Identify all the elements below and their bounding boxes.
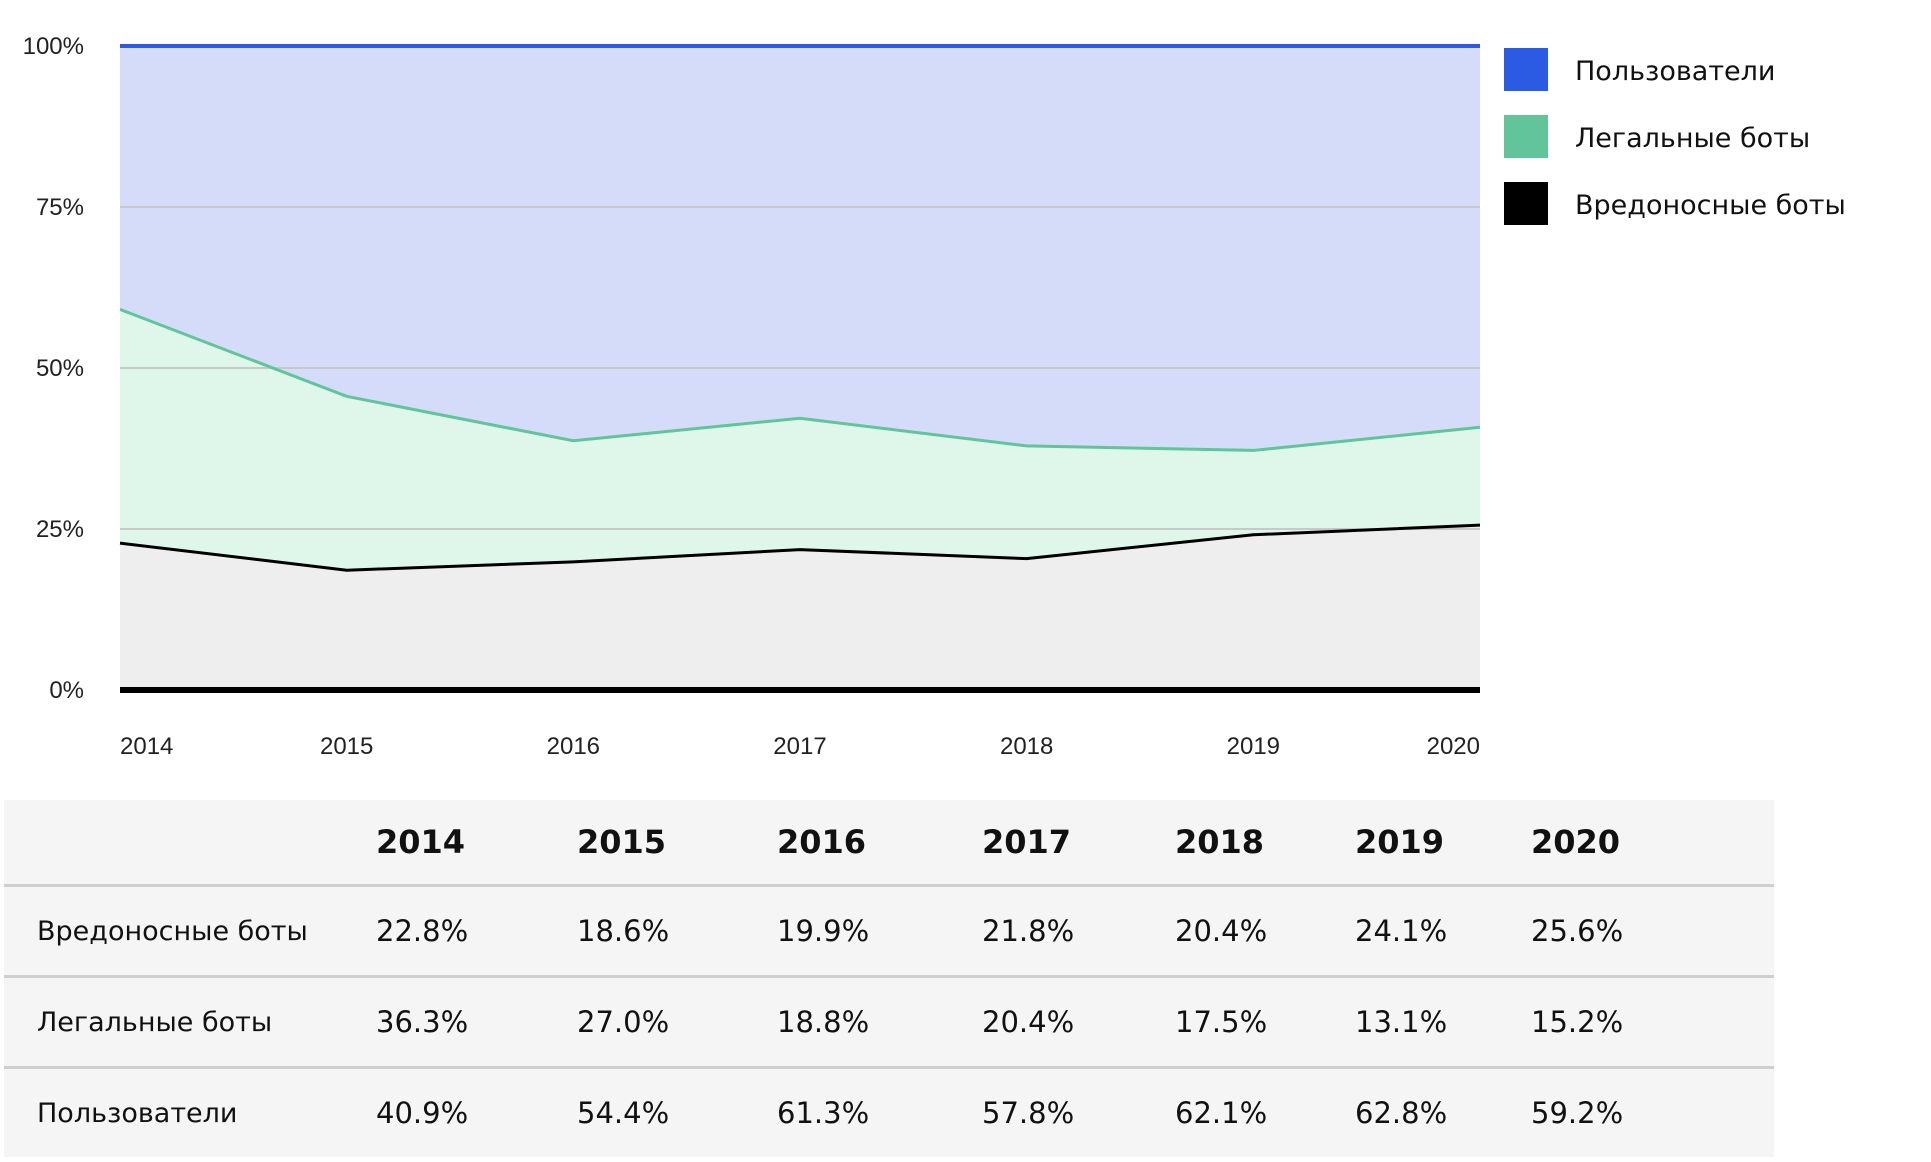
stacked-area-chart: 0% 25% 50% 75% 100% 2014 2015 2016 2017 2018 2019… xyxy=(23,33,1846,760)
table-cell: 54.4% xyxy=(577,1096,670,1130)
table-cell: 62.1% xyxy=(1175,1096,1268,1130)
table-cell: 20.4% xyxy=(1175,885,1355,978)
table-row: Легальные боты 36.3% 27.0% 18.8% 20.4% 1… xyxy=(4,976,1774,1069)
x-tick-label: 2015 xyxy=(320,733,373,760)
table-cell: 17.5% xyxy=(1175,976,1355,1069)
table-cell: 57.8% xyxy=(982,1096,1075,1130)
table-header-cell: 2017 xyxy=(982,800,1175,887)
y-tick-label: 50% xyxy=(36,355,84,382)
table-header-row: 2014 2015 2016 2017 2018 2019 2020 xyxy=(4,800,1774,887)
legend-label: Вредоносные боты xyxy=(1575,190,1846,221)
y-tick-label: 0% xyxy=(49,677,84,704)
data-table: 2014 2015 2016 2017 2018 2019 2020 Вредо… xyxy=(4,800,1774,1157)
table-cell: 62.8% xyxy=(1355,1096,1448,1130)
table-cell: 19.9% xyxy=(777,885,982,978)
table-cell: 22.8% xyxy=(376,885,577,978)
table-cell: 27.0% xyxy=(577,976,777,1069)
legend-swatch xyxy=(1504,182,1548,225)
table-cell: 13.1% xyxy=(1355,976,1531,1069)
table-cell: 18.8% xyxy=(777,976,982,1069)
table-header-cell: 2020 xyxy=(1531,800,1774,887)
row-label: Пользователи xyxy=(37,1097,238,1129)
y-tick-label: 75% xyxy=(36,194,84,221)
table-cell: 59.2% xyxy=(1531,1096,1624,1130)
table-row: Пользователи 40.9% 54.4% 61.3% 57.8% 62.… xyxy=(4,1068,1774,1158)
chart-areas xyxy=(120,46,1480,690)
table-header-cell: 2019 xyxy=(1355,800,1531,887)
legend-label: Пользователи xyxy=(1575,56,1775,87)
table-cell: 40.9% xyxy=(376,1096,469,1130)
legend-swatch xyxy=(1504,115,1548,158)
table-cell: 25.6% xyxy=(1531,885,1774,978)
legend-swatch xyxy=(1504,48,1548,91)
table-cell: 24.1% xyxy=(1355,885,1531,978)
line-malicious-bots xyxy=(119,523,1481,572)
line-legal-bots xyxy=(119,307,1481,452)
table-header-cell: 2014 xyxy=(376,800,577,887)
row-label: Вредоносные боты xyxy=(4,885,376,978)
x-tick-label: 2020 xyxy=(1427,733,1480,760)
x-axis-ticks: 2014 2015 2016 2017 2018 2019 2020 xyxy=(120,733,1480,760)
x-tick-label: 2018 xyxy=(1000,733,1053,760)
y-axis-ticks: 0% 25% 50% 75% 100% xyxy=(23,33,84,704)
y-tick-label: 25% xyxy=(36,516,84,543)
table-cell: 61.3% xyxy=(777,1096,870,1130)
y-tick-label: 100% xyxy=(23,33,84,60)
x-tick-label: 2014 xyxy=(120,733,173,760)
x-tick-label: 2016 xyxy=(547,733,600,760)
table-header-cell xyxy=(4,800,376,887)
chart-gridlines xyxy=(120,206,1480,530)
table-header-cell: 2018 xyxy=(1175,800,1355,887)
area-users xyxy=(120,46,1480,451)
table-row: Вредоносные боты 22.8% 18.6% 19.9% 21.8%… xyxy=(4,885,1774,978)
table-cell: 15.2% xyxy=(1531,976,1774,1069)
table-header-cell: 2016 xyxy=(777,800,982,887)
table-cell: 21.8% xyxy=(982,885,1175,978)
table-cell: 20.4% xyxy=(982,976,1175,1069)
table-cell: 36.3% xyxy=(376,976,577,1069)
table-cell: 18.6% xyxy=(577,885,777,978)
x-tick-label: 2019 xyxy=(1227,733,1280,760)
area-legal-bots xyxy=(120,309,1480,571)
legend-label: Легальные боты xyxy=(1575,123,1810,154)
chart-lines xyxy=(119,44,1481,693)
row-label: Легальные боты xyxy=(4,976,376,1069)
chart-legend: Пользователи Легальные боты Вредоносные бо… xyxy=(1504,48,1846,225)
table-header-cell: 2015 xyxy=(577,800,777,887)
x-tick-label: 2017 xyxy=(773,733,826,760)
